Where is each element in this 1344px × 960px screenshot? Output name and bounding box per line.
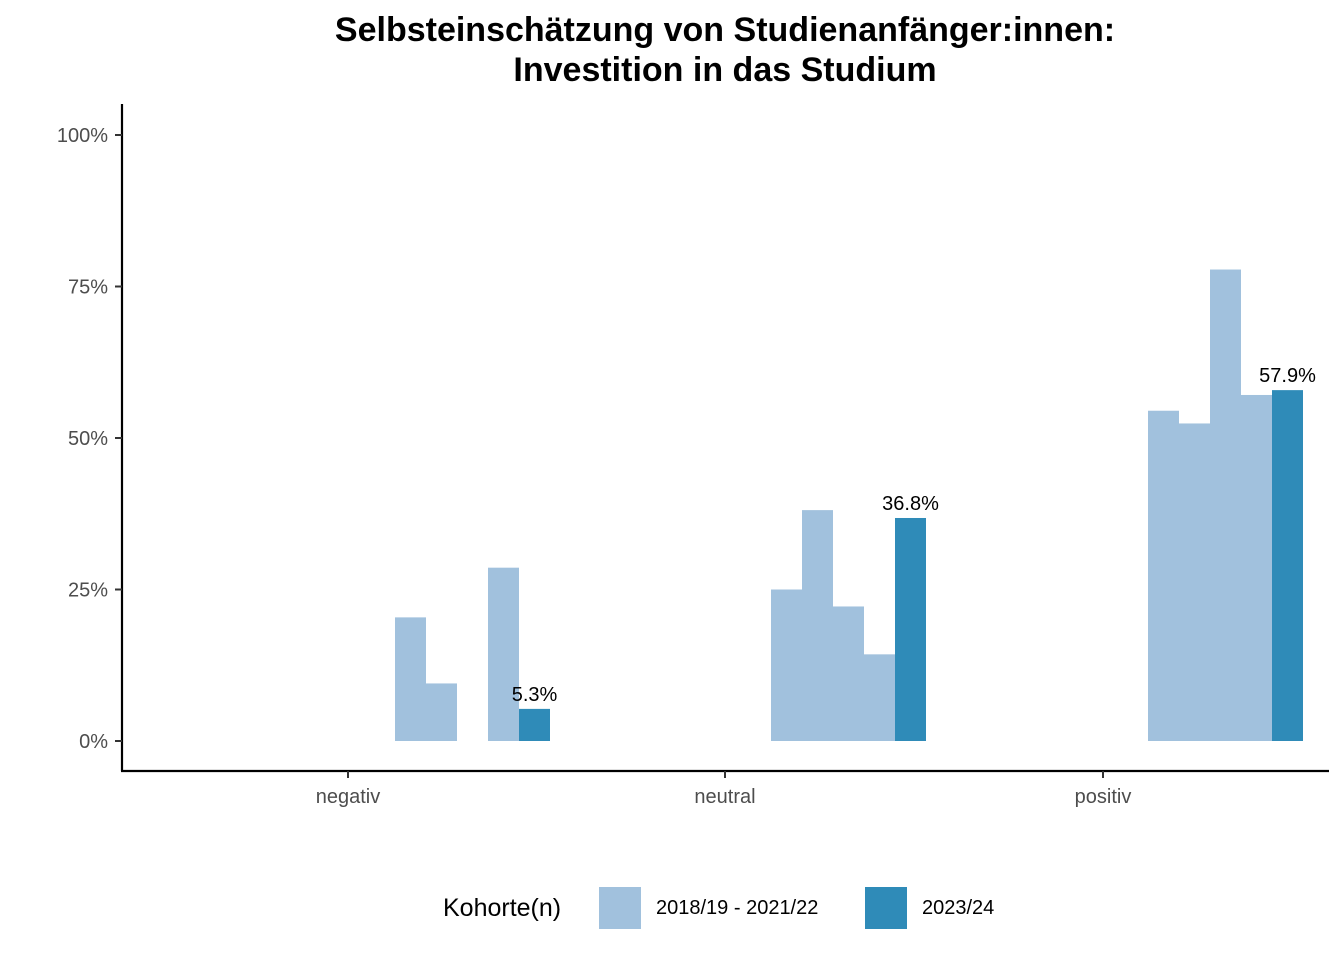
legend-title: Kohorte(n)	[443, 894, 562, 922]
bar-chart: 5.3%36.8%57.9% 0%25%50%75%100% negativ ne…	[57, 104, 1329, 808]
x-tick-label-negativ: negativ	[316, 786, 381, 808]
bar-historical-neutral-5	[864, 654, 895, 741]
legend: Kohorte(n) 2018/19 - 2021/22 2023/24	[0, 886, 1344, 930]
chart-title-line-1: Selbsteinschätzung von Studienanfänger:i…	[334, 11, 1116, 49]
x-tick-label-positiv: positiv	[1075, 786, 1132, 808]
bar-historical-negativ-4	[426, 683, 457, 741]
bar-historical-neutral-4	[833, 606, 864, 741]
bar-historical-negativ-6	[488, 567, 519, 741]
bars-group	[395, 269, 1303, 741]
x-tick-label-neutral: neutral	[694, 786, 755, 808]
y-tick-label: 50%	[68, 428, 108, 450]
chart-title-line-2: Investition in das Studium	[513, 51, 937, 89]
bar-historical-positiv-3	[1179, 423, 1210, 741]
bar-current-negativ	[519, 708, 550, 741]
data-labels-group: 5.3% 36.8% 57.9%	[512, 365, 1316, 706]
bar-current-positiv	[1272, 390, 1303, 741]
bar-historical-positiv-4	[1210, 269, 1241, 741]
y-tick-label: 25%	[68, 580, 108, 602]
chart-title: Selbsteinschätzung von Studienanfänger:i…	[0, 10, 1344, 90]
x-ticks-group: negativ neutral positiv	[316, 771, 1132, 808]
bar-historical-negativ-3	[395, 617, 426, 741]
legend-swatch-current	[865, 887, 907, 929]
data-label-neutral: 36.8%	[882, 493, 939, 515]
bar-historical-neutral-2	[771, 589, 802, 741]
bar-current-neutral	[895, 517, 926, 741]
y-tick-label: 75%	[68, 277, 108, 299]
bar-historical-positiv-5	[1241, 394, 1272, 741]
y-tick-label: 100%	[57, 125, 108, 147]
y-tick-label: 0%	[79, 731, 108, 753]
bar-historical-positiv-2	[1148, 410, 1179, 741]
legend-swatch-historical	[599, 887, 641, 929]
y-ticks-group: 0% 25% 50% 75% 100%	[57, 125, 122, 753]
legend-label-current: 2023/24	[922, 897, 995, 919]
bar-historical-neutral-3	[802, 510, 833, 741]
legend-label-historical: 2018/19 - 2021/22	[656, 897, 819, 919]
data-label-positiv: 57.9%	[1259, 365, 1316, 387]
data-label-negativ: 5.3%	[512, 684, 558, 706]
